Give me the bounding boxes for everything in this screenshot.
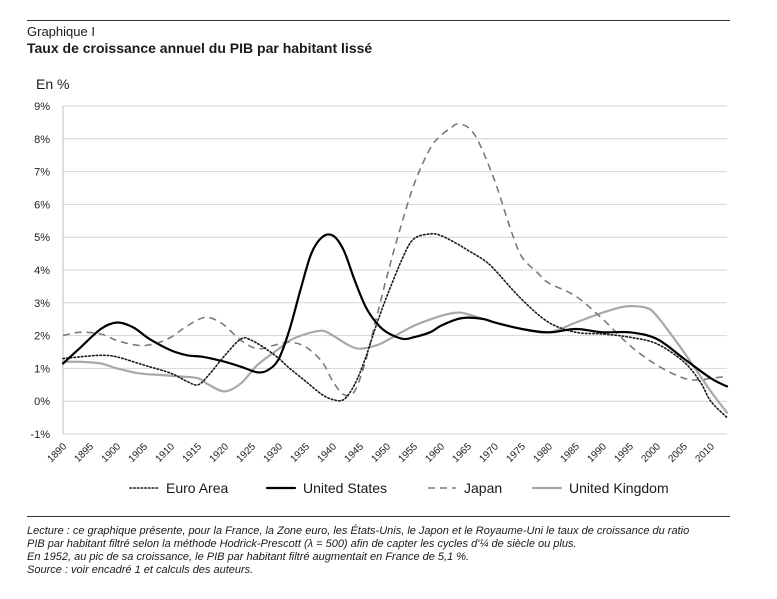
legend-label: United States [303, 480, 387, 496]
x-tick-label: 1920 [208, 441, 232, 465]
series-lines [61, 123, 729, 419]
y-tick-label: 1% [34, 363, 50, 375]
gridlines [62, 105, 727, 435]
footnote-source: Source : voir encadré 1 et calculs des a… [27, 564, 254, 576]
footnote-reading: Lecture : ce graphique présente, pour la… [27, 525, 690, 537]
x-tick-label: 1975 [504, 441, 528, 465]
series-line-united-kingdom [61, 305, 729, 414]
x-tick-label: 1970 [477, 441, 501, 465]
x-tick-label: 2010 [693, 441, 717, 465]
y-axis-unit-label: En % [36, 76, 70, 92]
x-tick-label: 1890 [46, 441, 70, 465]
x-tick-label: 1910 [154, 441, 178, 465]
bottom-rule [27, 516, 730, 517]
x-tick-label: 1955 [397, 441, 421, 465]
y-tick-label: 7% [34, 167, 50, 179]
x-tick-label: 1960 [423, 441, 447, 465]
y-tick-label: 4% [34, 265, 50, 277]
y-tick-label: 5% [34, 232, 50, 244]
footnotes: Lecture : ce graphique présente, pour la… [27, 525, 747, 577]
x-tick-labels: 1890 1895 1900 1905 1910 1915 1920 1925 1930 1935… [46, 441, 718, 465]
y-tick-label: 2% [34, 331, 50, 343]
x-tick-label: 1935 [289, 441, 313, 465]
top-rule [27, 20, 730, 21]
y-tick-label: 9% [34, 101, 50, 113]
y-tick-label: 3% [34, 298, 50, 310]
chart-title: Taux de croissance annuel du PIB par hab… [27, 40, 373, 56]
series-line-united-states [61, 233, 729, 388]
x-tick-label: 1940 [316, 441, 340, 465]
y-tick-label: 6% [34, 199, 50, 211]
x-tick-label: 1980 [531, 441, 555, 465]
x-tick-label: 1915 [181, 441, 205, 465]
x-tick-label: 1995 [612, 441, 636, 465]
x-tick-label: 1905 [127, 441, 151, 465]
line-chart: -1% 0% 1% 2% 3% 4% 5% 6% 7% 8% 9% 1890 1895 1900 1905… [30, 101, 729, 496]
x-tick-label: 2005 [666, 441, 690, 465]
x-tick-label: 1900 [100, 441, 124, 465]
figure-kicker: Graphique I [27, 24, 95, 39]
legend-label: Japan [464, 480, 502, 496]
x-tick-label: 1950 [370, 441, 394, 465]
y-tick-label: 8% [34, 134, 50, 146]
legend-label: United Kingdom [569, 480, 669, 496]
footnote-method: PIB par habitant filtré selon la méthode… [27, 538, 577, 550]
series-line-japan [62, 123, 728, 397]
y-tick-label: 0% [34, 396, 50, 408]
footnote-peak: En 1952, au pic de sa croissance, le PIB… [27, 551, 470, 563]
x-tick-label: 1945 [343, 441, 367, 465]
y-tick-label: -1% [30, 429, 50, 441]
x-tick-label: 1930 [262, 441, 286, 465]
x-tick-label: 1985 [558, 441, 582, 465]
x-tick-label: 2000 [639, 441, 663, 465]
x-tick-label: 1990 [585, 441, 609, 465]
legend: Euro Area United States Japan United Kingdo… [129, 480, 669, 496]
legend-label: Euro Area [166, 480, 228, 496]
series-line-euro-area [62, 232, 728, 419]
x-tick-label: 1965 [450, 441, 474, 465]
x-tick-label: 1925 [235, 441, 259, 465]
y-tick-labels: -1% 0% 1% 2% 3% 4% 5% 6% 7% 8% 9% [30, 101, 50, 441]
x-tick-label: 1895 [73, 441, 97, 465]
